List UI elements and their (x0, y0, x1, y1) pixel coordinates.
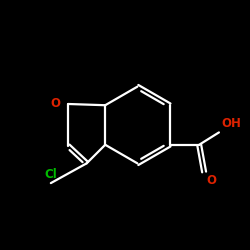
Text: O: O (51, 98, 61, 110)
Text: OH: OH (222, 117, 241, 130)
Text: O: O (206, 174, 216, 188)
Text: Cl: Cl (44, 168, 57, 180)
